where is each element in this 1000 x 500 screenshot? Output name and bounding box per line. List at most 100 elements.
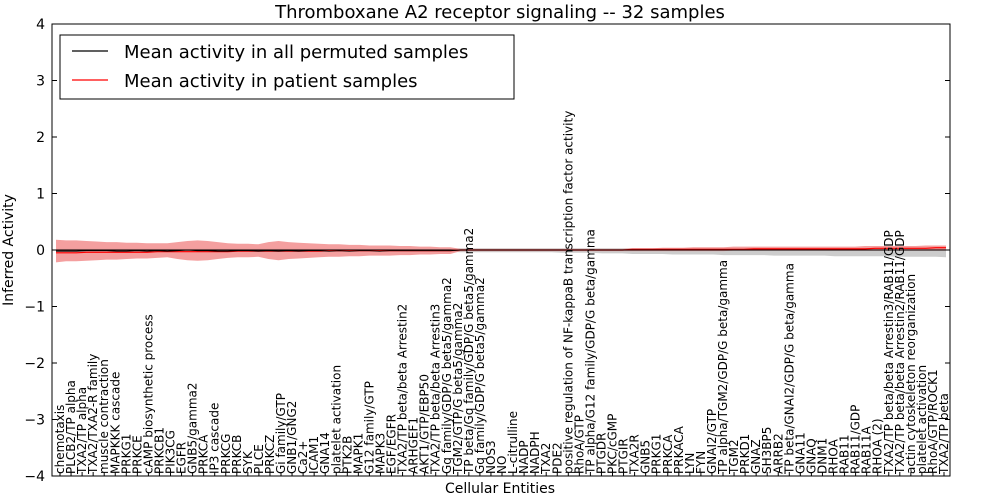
- x-tick-label: TP beta/GNAI2/GDP/G beta/gamma: [782, 263, 796, 475]
- x-tick-label: chemotaxis: [53, 405, 67, 474]
- y-tick-label: 2: [36, 130, 45, 146]
- x-tick-label: LYN: [683, 453, 697, 474]
- x-tick-label: PRKCA: [197, 434, 211, 474]
- x-tick-label: PRKCB1: [152, 427, 166, 474]
- x-tick-label: AKT1/GTP/EBP50: [418, 374, 432, 474]
- x-tick-label: PLCE: [252, 444, 266, 474]
- x-tick-label: ARRB2: [771, 433, 785, 474]
- x-tick-label: GNB5: [639, 440, 653, 474]
- x-tick-label: TXA2/TP beta/beta Arrestin3: [429, 304, 443, 475]
- x-tick-label: EGF/EGFR: [385, 414, 399, 474]
- x-tick-label: GNB5/gamma2: [186, 382, 200, 474]
- x-tick-label: actin cytoskeleton reorganization: [904, 274, 918, 474]
- x-tick-label: L-citrulline: [506, 411, 520, 474]
- x-tick-label: RhoA/GTP: [572, 415, 586, 474]
- x-tick-label: TXA2/TP alpha: [75, 387, 89, 475]
- y-tick-label: −1: [24, 300, 45, 316]
- x-tick-label: PTK2B: [340, 436, 354, 474]
- legend: Mean activity in all permuted samples Me…: [59, 34, 515, 100]
- x-tick-label: PTGDR: [595, 433, 609, 474]
- x-tick-label: PIK3CG: [164, 430, 178, 474]
- y-tick-label: −2: [24, 356, 45, 372]
- legend-box: [59, 34, 515, 100]
- x-tick-label: Gq family/GDP/G beta5/gamma2: [440, 277, 454, 474]
- x-tick-label: GNA11: [793, 432, 807, 474]
- x-tick-label: PDE2: [550, 442, 564, 474]
- x-tick-label: TXA2R: [628, 434, 642, 475]
- x-axis-label: Cellular Entities: [445, 481, 555, 497]
- x-tick-label: PTGIR: [617, 438, 631, 474]
- x-tick-label: NOS3: [484, 440, 498, 474]
- x-tick-label: RAB11: [838, 434, 852, 474]
- x-tick-label: Gi family/GTP: [274, 393, 288, 474]
- x-tick-label: PRKCZ: [263, 435, 277, 474]
- x-tick-label: SH3BP5: [760, 427, 774, 474]
- x-tick-label: RHOA: [827, 438, 841, 474]
- x-tick-label: positive regulation of NF-kappaB transcr…: [561, 111, 575, 474]
- x-tick-label: TXA2/TP beta/beta Arrestin2/RAB11/GDP: [893, 230, 907, 475]
- x-tick-label: RHOA (2): [871, 418, 885, 474]
- x-tick-label: TGM2/GTP/G beta5/gamma2: [451, 303, 465, 475]
- x-tick-label: TP alpha/G12 family/GDP/G beta/gamma: [583, 229, 597, 475]
- x-tick-label: PKC/cGMP: [606, 414, 620, 474]
- x-tick-label: Gq family/GDP/G beta5/gamma2: [473, 277, 487, 474]
- x-tick-label: TXA2/TP beta/beta Arrestin3/RAB11/GDP: [882, 230, 896, 475]
- y-tick-label: 3: [36, 74, 45, 90]
- x-tick-label: G12 family/GTP: [362, 381, 376, 474]
- x-tick-label: FYN: [694, 451, 708, 474]
- permuted-mean-line: [56, 249, 946, 252]
- x-tick-label: NADPH: [528, 431, 542, 474]
- x-tick-label: MAPK1: [351, 433, 365, 474]
- x-tick-label: RAB11A: [860, 425, 874, 474]
- x-tick-label: TXA2/TP beta/beta Arrestin2: [396, 304, 410, 475]
- x-tick-label: GNAZ: [749, 439, 763, 474]
- x-tick-label: GNA14: [318, 432, 332, 474]
- x-tick-label: GNAI2/GTP: [705, 409, 719, 474]
- x-tick-label: PRKD1: [738, 434, 752, 474]
- x-tick-label: TXA2: [539, 443, 553, 475]
- x-tick-label: DNM1: [816, 438, 830, 474]
- x-tick-label: PRKCG: [219, 434, 233, 474]
- x-tick-label: ARHGEF1: [407, 417, 421, 474]
- x-tick-label: GNAQ: [804, 438, 818, 474]
- x-tick-label: PRKCB: [230, 435, 244, 474]
- chart-title: Thromboxane A2 receptor signaling -- 32 …: [274, 2, 725, 23]
- x-tick-label: PRKCA: [661, 434, 675, 474]
- x-tick-label: TP alpha/TGM2/GDP/G beta/gamma: [716, 260, 730, 475]
- x-tick-label: TP beta/Gq family/GDP/G beta5/gamma2: [462, 228, 476, 475]
- x-tick-label: PLCB2/TP alpha: [64, 380, 78, 474]
- y-axis-label: Inferred Activity: [1, 194, 17, 306]
- x-tick-label: cAMP biosynthetic process: [141, 314, 155, 474]
- x-tick-label: TXA2/TXA2-R family: [86, 354, 100, 475]
- x-tick-label: RAB11/GDP: [849, 405, 863, 474]
- y-tick-label: 1: [36, 187, 45, 203]
- x-tick-label: NO: [495, 456, 509, 474]
- x-tick-label: TXA2/TP beta: [937, 393, 951, 475]
- x-tick-label: PRKCE: [130, 435, 144, 474]
- series-lines: [52, 247, 950, 254]
- patient-band: [56, 239, 946, 263]
- y-tick-label: 0: [36, 243, 45, 259]
- x-tick-label: PRKG1: [119, 434, 133, 474]
- x-tick-label: platelet activation: [329, 365, 343, 474]
- x-tick-label: platelet activation: [915, 365, 929, 474]
- x-tick-label: GNB1/GNG2: [285, 401, 299, 474]
- x-tick-label: Ca2+: [296, 441, 310, 474]
- y-axis: 4 3 2 1 0 −1 −2 −3 −4: [24, 17, 950, 485]
- y-tick-label: −4: [24, 469, 45, 485]
- x-tick-label: EGFR: [175, 442, 189, 474]
- x-tick-label: NADP: [517, 440, 531, 474]
- x-tick-label: RhoA/GTP/ROCK1: [926, 369, 940, 474]
- x-tick-label: IP3 cascade: [208, 403, 222, 474]
- x-tick-label: PRKACA: [672, 425, 686, 474]
- x-tick-label: PRKG1: [650, 434, 664, 474]
- x-tick-label: ICAM1: [307, 436, 321, 474]
- x-tick-label: SYK: [241, 450, 255, 474]
- x-tick-label: MAPKKK cascade: [108, 372, 122, 474]
- x-tick-label: TGM2: [727, 439, 741, 475]
- legend-label-permuted: Mean activity in all permuted samples: [124, 42, 468, 63]
- x-tick-label: MAPK3: [374, 433, 388, 474]
- legend-label-patient: Mean activity in patient samples: [124, 71, 418, 92]
- y-tick-label: −3: [24, 413, 45, 429]
